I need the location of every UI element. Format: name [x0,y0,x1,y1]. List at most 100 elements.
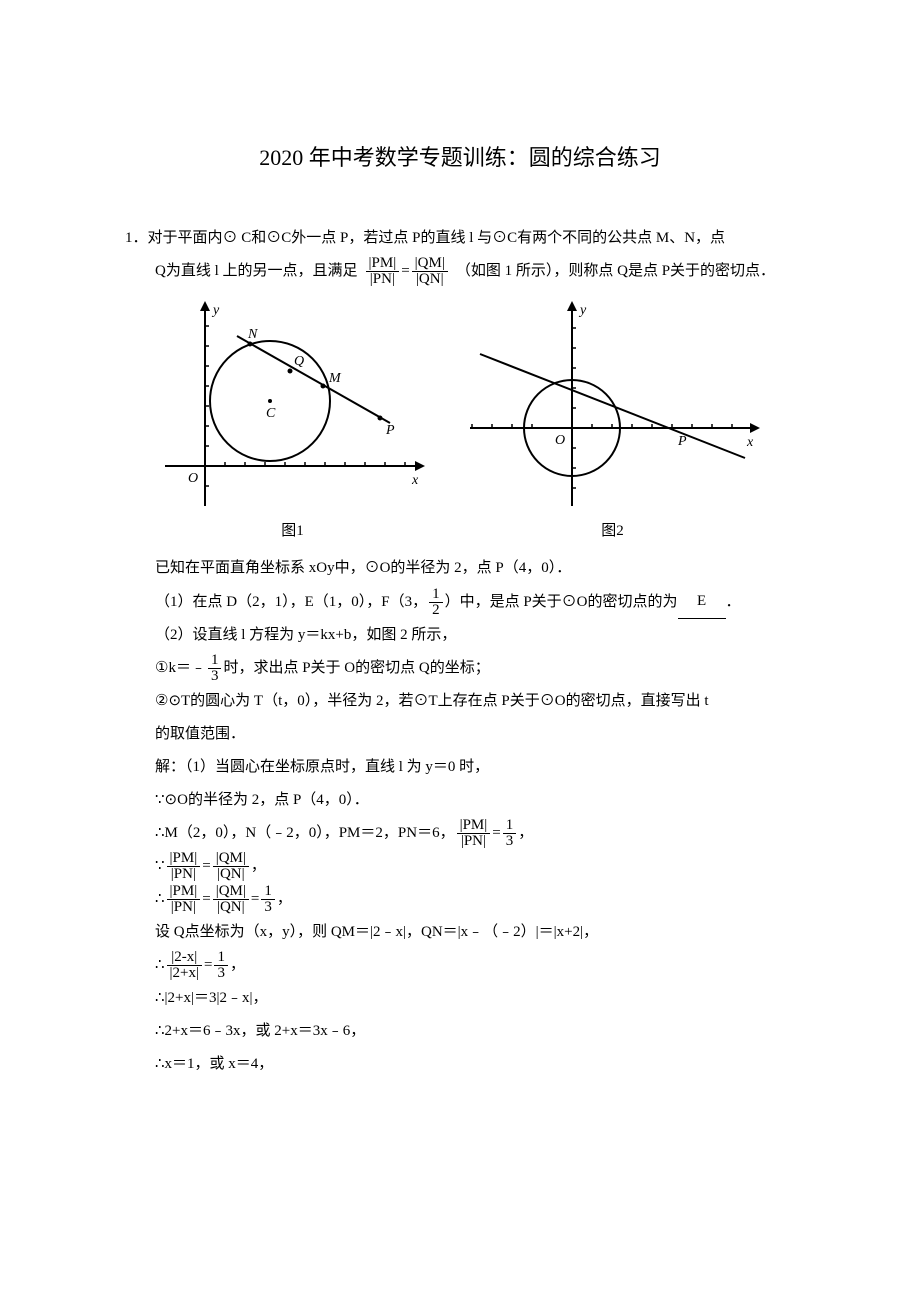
svg-text:C: C [266,406,276,421]
comma: ， [277,883,292,916]
frac-num: |2-x| [167,950,202,966]
frac-den: |QN| [412,272,448,287]
solution-line-4: ∵ |PM| |PN| = |QM| |QN| ， [125,850,795,883]
frac-pm-pn: |PM| |PN| [366,256,400,287]
frac-num: 1 [261,884,275,900]
frac-num: 1 [429,587,443,603]
frac-den: |PN| [366,272,400,287]
svg-text:O: O [188,471,198,486]
equals: = [202,850,210,883]
svg-text:P: P [385,423,395,438]
frac-den: 3 [208,669,222,684]
frac-half: 1 2 [429,587,443,618]
frac-num: 1 [503,818,517,834]
figures-row: C N Q M P Ox y 图1 Ox y P 图2 [125,296,795,548]
figure-2-label: 图2 [601,515,624,548]
frac-den: |PN| [167,867,201,882]
question-2b-2: 的取值范围． [125,718,795,751]
frac-den: |2+x| [167,966,202,981]
frac-num: 1 [214,950,228,966]
question-2b: ②⊙T的圆心为 T（t，0），半径为 2，若⊙T上存在点 P关于⊙O的密切点，直… [125,685,795,718]
frac-num: |QM| [412,256,448,272]
figure-1: C N Q M P Ox y [155,296,430,511]
q1-answer-blank: E [678,585,726,619]
svg-text:x: x [411,473,419,488]
q1-mid: ）中，是点 P关于⊙O的密切点的为 [445,586,678,619]
frac-num: 1 [208,653,222,669]
q2a-right: 时，求出点 P关于 O的密切点 Q的坐标； [223,652,489,685]
ratio-equation: |PM| |PN| = |QM| |QN| [364,255,450,288]
sol4-left: ∵ [155,850,165,883]
frac-num: |PM| [457,818,491,834]
frac-num: |PM| [167,884,201,900]
frac-third-3: 1 3 [261,884,275,915]
frac-den: |PN| [167,900,201,915]
q2a-left: ①k＝﹣ [155,652,206,685]
svg-text:y: y [578,303,587,318]
known-line: 已知在平面直角坐标系 xOy中，⊙O的半径为 2，点 P（4，0）． [125,552,795,585]
frac-third-2: 1 3 [503,818,517,849]
stem-line-1b: Q为直线 l 上的另一点，且满足 |PM| |PN| = |QM| |QN| （… [125,255,795,288]
sol3-left: ∴M（2，0），N（﹣2，0），PM＝2，PN＝6， [155,817,455,850]
equals: = [202,883,210,916]
question-1: （1）在点 D（2，1），E（1，0），F（3， 1 2 ）中，是点 P关于⊙O… [125,585,795,619]
svg-text:y: y [211,303,220,318]
figure-1-wrap: C N Q M P Ox y 图1 [155,296,430,548]
comma: ， [230,949,245,982]
svg-text:x: x [746,435,754,450]
svg-text:O: O [555,433,565,448]
solution-line-10: ∴x＝1，或 x＝4， [125,1048,795,1081]
solution-line-5: ∴ |PM| |PN| = |QM| |QN| = 1 3 ， [125,883,795,916]
frac-den: |PN| [457,834,491,849]
equals: = [492,817,500,850]
frac-qm-qn-2: |QM| |QN| [213,851,249,882]
svg-text:P: P [677,434,687,449]
solution-line-6: 设 Q点坐标为（x，y），则 QM＝|2﹣x|，QN＝|x﹣（﹣2）|＝|x+2… [125,916,795,949]
equals: = [401,255,409,288]
solution-line-8: ∴|2+x|＝3|2﹣x|， [125,982,795,1015]
problem-1: 1． 对于平面内⊙ C和⊙C外一点 P，若过点 P的直线 l 与⊙C有两个不同的… [125,222,795,1081]
frac-abs: |2-x| |2+x| [167,950,202,981]
q1-right: ． [726,586,741,619]
question-2: （2）设直线 l 方程为 y＝kx+b，如图 2 所示， [125,619,795,652]
comma: ， [518,817,533,850]
figure-2-wrap: Ox y P 图2 [460,296,765,548]
frac-qm-qn: |QM| |QN| [412,256,448,287]
frac-num: |QM| [213,884,249,900]
frac-third: 1 3 [208,653,222,684]
frac-den: 3 [214,966,228,981]
stem-1b-left: Q为直线 l 上的另一点，且满足 [155,255,358,288]
figure-2: Ox y P [460,296,765,511]
solution-line-9: ∴2+x＝6﹣3x，或 2+x＝3x﹣6， [125,1015,795,1048]
frac-pm-pn-2: |PM| |PN| [457,818,491,849]
q1-left: （1）在点 D（2，1），E（1，0），F（3， [155,586,427,619]
frac-den: |QN| [213,900,249,915]
stem-line-1a: 对于平面内⊙ C和⊙C外一点 P，若过点 P的直线 l 与⊙C有两个不同的公共点… [148,222,726,255]
frac-num: |PM| [366,256,400,272]
question-2a: ①k＝﹣ 1 3 时，求出点 P关于 O的密切点 Q的坐标； [125,652,795,685]
solution-line-1: 解：（1）当圆心在坐标原点时，直线 l 为 y＝0 时， [125,751,795,784]
stem-1b-right: （如图 1 所示），则称点 Q是点 P关于的密切点． [456,255,775,288]
sol5-left: ∴ [155,883,165,916]
equals: = [251,883,259,916]
frac-num: |QM| [213,851,249,867]
sol7-left: ∴ [155,949,165,982]
page-title: 2020 年中考数学专题训练：圆的综合练习 [125,140,795,172]
figure-1-label: 图1 [281,515,304,548]
frac-qm-qn-3: |QM| |QN| [213,884,249,915]
frac-num: |PM| [167,851,201,867]
svg-text:Q: Q [294,354,304,369]
frac-den: |QN| [213,867,249,882]
svg-text:M: M [328,371,342,386]
frac-pm-pn-3: |PM| |PN| [167,851,201,882]
frac-den: 2 [429,603,443,618]
frac-third-4: 1 3 [214,950,228,981]
svg-text:N: N [247,327,258,342]
equals: = [204,949,212,982]
frac-den: 3 [261,900,275,915]
comma: ， [251,850,266,883]
frac-den: 3 [503,834,517,849]
solution-line-7: ∴ |2-x| |2+x| = 1 3 ， [125,949,795,982]
problem-number: 1． [125,222,148,255]
solution-line-3: ∴M（2，0），N（﹣2，0），PM＝2，PN＝6， |PM| |PN| = 1… [125,817,795,850]
